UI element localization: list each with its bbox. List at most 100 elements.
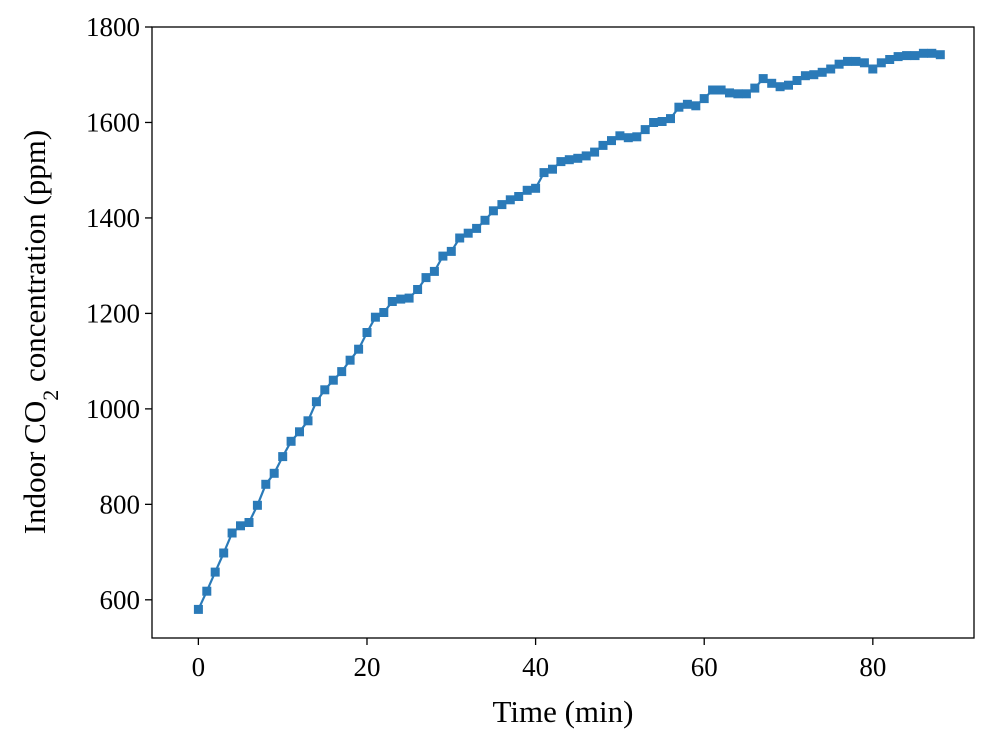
- data-point: [370, 312, 380, 322]
- data-point: [564, 155, 574, 165]
- data-point: [851, 56, 861, 66]
- data-point: [733, 89, 743, 99]
- data-point: [649, 118, 659, 127]
- data-point: [708, 85, 718, 95]
- data-point: [505, 195, 515, 205]
- data-point: [311, 397, 321, 407]
- data-point: [767, 78, 777, 88]
- data-point: [404, 293, 414, 303]
- data-point: [337, 367, 347, 377]
- y-tick-label: 1600: [86, 107, 140, 137]
- data-point: [320, 385, 330, 395]
- y-axis-label-post: concentration (ppm): [17, 130, 52, 390]
- y-axis-label-subscript: 2: [38, 390, 63, 401]
- data-point: [868, 64, 878, 74]
- data-point: [632, 132, 642, 142]
- data-point: [741, 89, 751, 99]
- data-point: [927, 48, 937, 58]
- data-point: [666, 114, 675, 124]
- data-point: [556, 157, 566, 167]
- data-point: [379, 308, 389, 317]
- data-point: [202, 586, 212, 596]
- data-point: [826, 64, 836, 74]
- data-point: [876, 58, 886, 68]
- data-point: [859, 58, 869, 68]
- x-tick-label: 60: [691, 652, 718, 682]
- data-point: [531, 183, 541, 193]
- x-axis-label: Time (min): [493, 694, 634, 729]
- y-tick-label: 1000: [86, 394, 140, 424]
- data-point: [345, 355, 355, 365]
- data-point: [758, 74, 768, 84]
- data-point: [918, 48, 928, 58]
- data-point: [640, 125, 650, 135]
- data-point: [362, 328, 372, 337]
- data-point: [657, 117, 667, 126]
- data-point: [421, 273, 431, 283]
- data-point: [725, 88, 734, 98]
- x-tick-label: 20: [353, 652, 380, 682]
- data-point: [328, 375, 338, 385]
- data-point: [472, 223, 482, 233]
- data-point: [800, 71, 810, 81]
- data-point: [514, 192, 524, 201]
- data-point: [691, 101, 701, 111]
- series-line: [197, 52, 941, 610]
- data-point: [438, 251, 448, 261]
- data-point: [834, 59, 844, 69]
- data-point: [252, 500, 262, 510]
- data-point: [674, 102, 684, 112]
- data-point: [885, 55, 895, 64]
- data-point: [261, 479, 271, 489]
- data-point: [843, 56, 852, 66]
- data-point: [716, 85, 726, 95]
- data-point: [792, 76, 802, 85]
- data-point: [413, 285, 423, 294]
- data-point: [488, 206, 498, 216]
- y-tick-label: 1200: [86, 298, 140, 328]
- data-point: [354, 344, 364, 354]
- data-point: [219, 548, 229, 558]
- y-axis-ticks: 600 800 1000 1200 1400 1600 1800: [86, 12, 152, 615]
- plot-frame: [151, 26, 975, 639]
- data-point: [581, 151, 591, 161]
- data-point: [497, 200, 507, 210]
- data-point: [902, 51, 912, 61]
- data-point: [775, 82, 785, 92]
- data-point: [278, 452, 288, 462]
- y-axis-label-pre: Indoor CO: [17, 401, 52, 534]
- data-point: [463, 228, 473, 238]
- data-point: [590, 147, 600, 157]
- data-point: [387, 297, 397, 306]
- data-point: [548, 164, 557, 174]
- data-point: [227, 528, 237, 538]
- data-point: [269, 468, 279, 478]
- series-layer: [193, 48, 945, 614]
- y-tick-label: 800: [100, 489, 141, 519]
- data-point: [607, 136, 616, 146]
- data-point: [539, 168, 549, 178]
- y-axis-label: Indoor CO2 concentration (ppm): [17, 130, 63, 534]
- y-tick-label: 600: [100, 585, 141, 615]
- x-tick-label: 80: [859, 652, 886, 682]
- y-tick-label: 1400: [86, 203, 140, 233]
- data-point: [429, 266, 439, 276]
- data-point: [910, 51, 920, 61]
- data-point: [396, 294, 406, 304]
- data-point: [480, 215, 490, 225]
- data-point: [623, 133, 633, 143]
- x-tick-label: 0: [192, 652, 206, 682]
- data-point: [244, 518, 254, 527]
- x-tick-label: 40: [522, 652, 549, 682]
- data-point: [615, 131, 625, 141]
- data-point: [522, 185, 532, 195]
- data-point: [935, 50, 945, 60]
- data-point: [809, 70, 819, 80]
- y-tick-label: 1800: [86, 12, 140, 42]
- data-point: [893, 52, 903, 62]
- data-point: [598, 140, 608, 150]
- data-point: [750, 83, 760, 93]
- x-axis-ticks: 0 20 40 60 80: [192, 638, 886, 682]
- data-point: [295, 427, 304, 437]
- data-point: [817, 67, 827, 77]
